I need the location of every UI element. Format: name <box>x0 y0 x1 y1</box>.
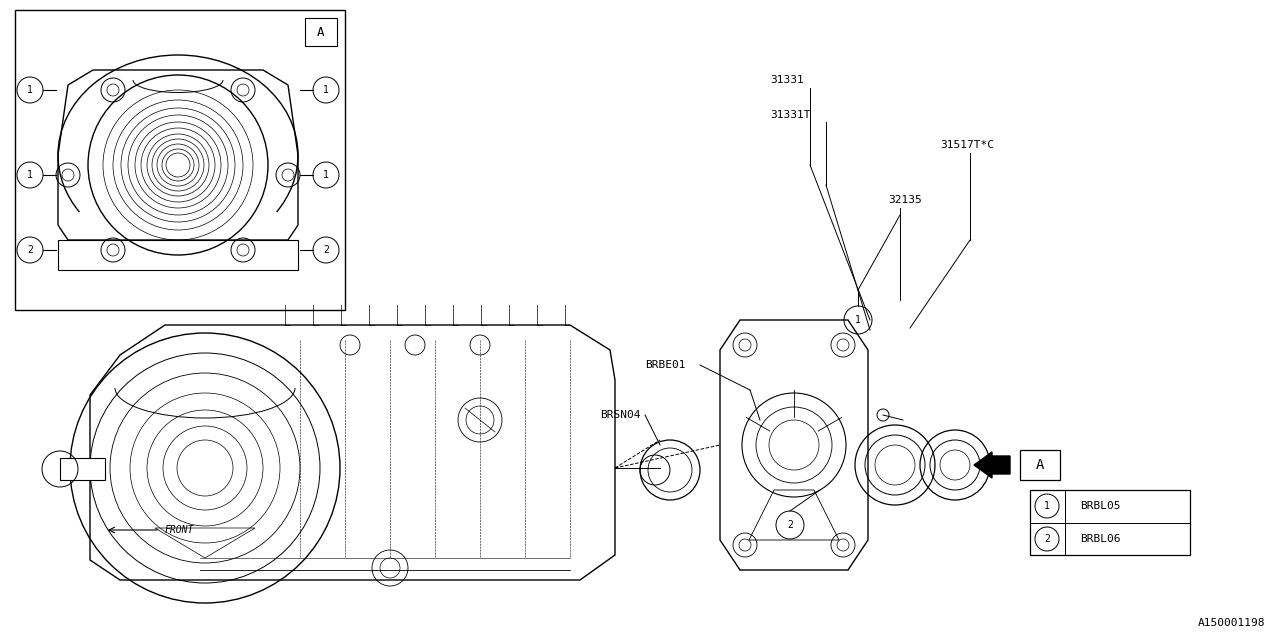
Text: 1: 1 <box>27 170 33 180</box>
Text: A: A <box>1036 458 1044 472</box>
Text: 2: 2 <box>787 520 792 530</box>
Text: BRBL06: BRBL06 <box>1080 534 1120 544</box>
Text: 31331T: 31331T <box>771 110 810 120</box>
Bar <box>15 10 346 310</box>
Text: A150001198: A150001198 <box>1198 618 1265 628</box>
Text: 31331: 31331 <box>771 75 804 85</box>
Polygon shape <box>719 320 868 570</box>
Bar <box>1020 450 1060 480</box>
Bar <box>1030 490 1190 555</box>
Text: 2: 2 <box>323 245 329 255</box>
Text: BRBE01: BRBE01 <box>645 360 686 370</box>
Bar <box>58 240 298 270</box>
Text: 1: 1 <box>855 315 861 325</box>
Bar <box>60 458 105 480</box>
Text: 1: 1 <box>27 85 33 95</box>
Text: 2: 2 <box>1044 534 1050 544</box>
Text: 1: 1 <box>1044 501 1050 511</box>
Text: 2: 2 <box>27 245 33 255</box>
Text: A: A <box>317 26 325 38</box>
FancyArrow shape <box>974 452 1010 478</box>
Text: FRONT: FRONT <box>165 525 195 535</box>
Bar <box>305 18 337 46</box>
Text: BRSN04: BRSN04 <box>600 410 640 420</box>
Polygon shape <box>90 325 614 580</box>
Text: 1: 1 <box>323 85 329 95</box>
Text: 32135: 32135 <box>888 195 922 205</box>
Text: BRBL05: BRBL05 <box>1080 501 1120 511</box>
Text: 31517T*C: 31517T*C <box>940 140 995 150</box>
Text: 1: 1 <box>323 170 329 180</box>
